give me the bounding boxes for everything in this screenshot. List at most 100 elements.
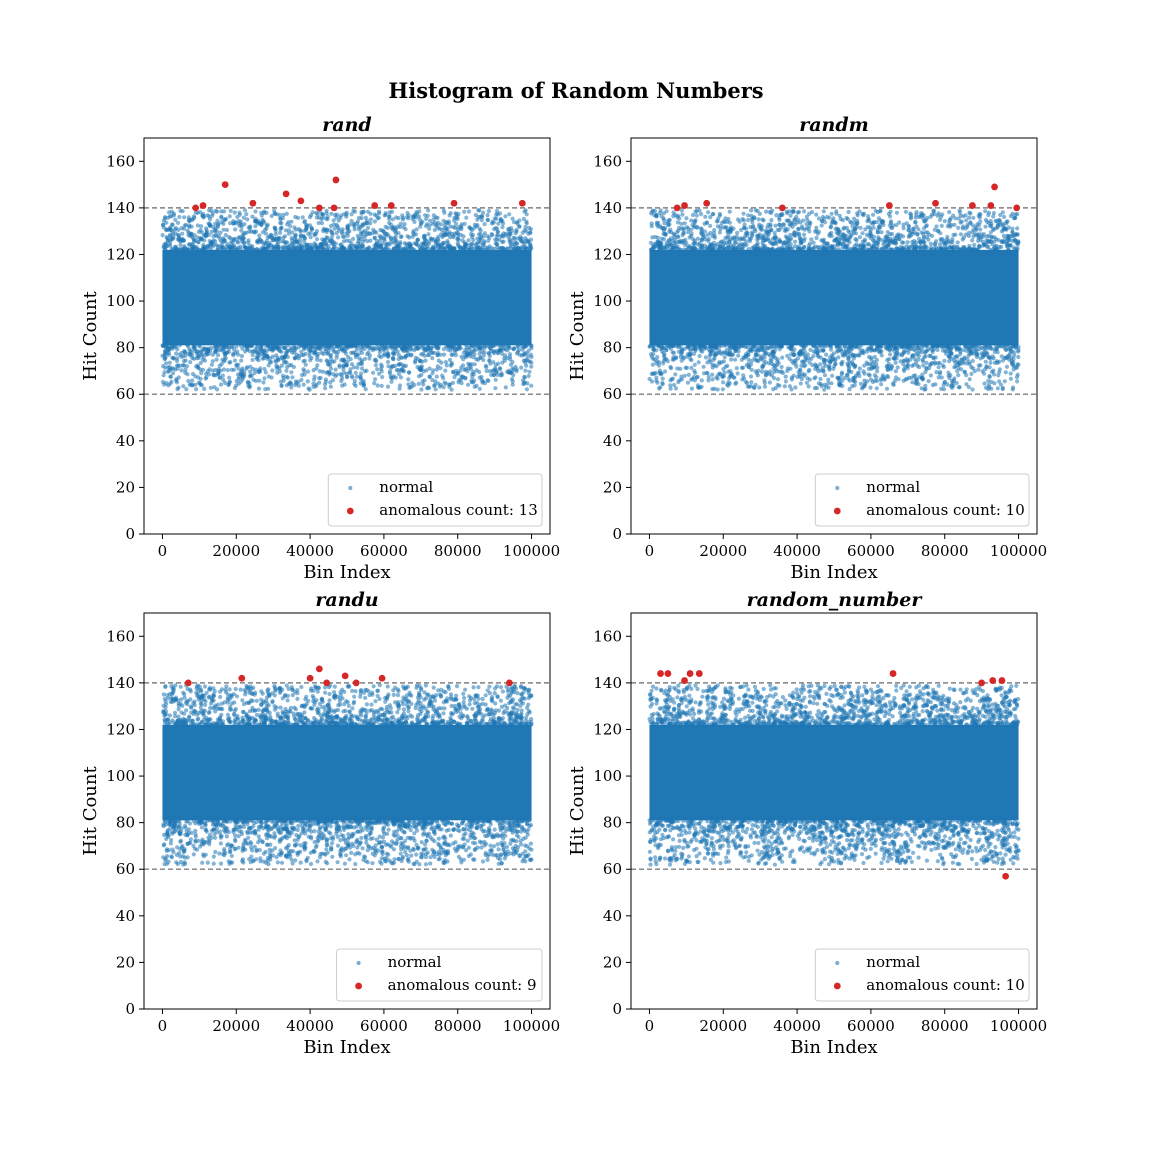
normal-point <box>202 386 207 391</box>
normal-point <box>397 383 403 388</box>
normal-point <box>360 366 365 371</box>
normal-point <box>750 216 755 221</box>
normal-point <box>771 366 776 371</box>
normal-point <box>164 343 169 348</box>
normal-point <box>801 373 806 378</box>
normal-point <box>725 363 730 368</box>
normal-point <box>461 247 466 252</box>
normal-point <box>215 353 221 358</box>
normal-point <box>442 380 447 385</box>
normal-point <box>758 356 764 361</box>
normal-point <box>238 247 243 252</box>
normal-point <box>227 235 232 240</box>
normal-point <box>844 372 850 378</box>
normal-point <box>863 381 868 386</box>
normal-point <box>240 366 245 371</box>
normal-point <box>415 364 420 370</box>
normal-point <box>847 240 852 245</box>
normal-point <box>972 242 977 248</box>
normal-point <box>799 376 804 382</box>
normal-point <box>359 210 364 215</box>
normal-point <box>479 218 484 223</box>
x-axis-label: Bin Index <box>303 562 390 583</box>
normal-point <box>373 377 378 382</box>
normal-point <box>188 382 193 387</box>
normal-point <box>372 229 377 234</box>
normal-point <box>174 377 179 382</box>
normal-point <box>661 217 666 222</box>
normal-point <box>502 356 507 361</box>
normal-point <box>477 351 482 356</box>
normal-point <box>684 216 689 221</box>
normal-point <box>793 239 798 244</box>
normal-point <box>402 364 407 369</box>
normal-point <box>927 363 932 368</box>
normal-point <box>436 345 441 351</box>
normal-point <box>394 226 399 232</box>
normal-point <box>834 211 839 216</box>
normal-point <box>650 362 656 367</box>
normal-point <box>691 237 696 242</box>
normal-point <box>743 354 749 359</box>
normal-point <box>381 344 386 349</box>
normal-point <box>317 369 322 374</box>
normal-point <box>928 247 934 252</box>
normal-point <box>932 227 937 232</box>
normal-point <box>486 247 491 252</box>
normal-point <box>872 373 878 378</box>
normal-point <box>856 370 861 375</box>
normal-point <box>201 247 206 252</box>
normal-point <box>942 358 947 363</box>
normal-point <box>888 209 893 214</box>
normal-point <box>780 247 785 252</box>
normal-point <box>257 233 262 238</box>
normal-point <box>217 236 222 241</box>
normal-point <box>409 384 414 389</box>
normal-point <box>523 208 528 213</box>
normal-point <box>167 233 172 238</box>
normal-point <box>167 360 172 365</box>
normal-point <box>697 353 702 359</box>
normal-point <box>254 247 259 252</box>
normal-point <box>953 216 958 221</box>
normal-point <box>435 350 441 356</box>
normal-point <box>339 242 344 247</box>
normal-point <box>304 242 309 247</box>
normal-point <box>198 350 203 355</box>
normal-point <box>235 239 240 244</box>
normal-point <box>681 356 686 361</box>
normal-point <box>492 216 497 221</box>
normal-point <box>913 373 918 378</box>
normal-point <box>875 365 880 370</box>
normal-point <box>687 235 692 240</box>
normal-point <box>814 228 819 233</box>
normal-point <box>355 221 360 226</box>
normal-point <box>893 360 898 365</box>
normal-point <box>688 356 693 362</box>
normal-point <box>816 216 822 221</box>
normal-point <box>242 369 247 374</box>
normal-point <box>753 208 759 213</box>
normal-point <box>411 232 416 237</box>
normal-point <box>444 232 450 237</box>
normal-point <box>773 235 778 240</box>
normal-point <box>493 241 498 246</box>
normal-point <box>706 210 711 215</box>
normal-point <box>359 216 364 221</box>
normal-point <box>874 386 879 391</box>
normal-point <box>449 387 454 392</box>
normal-point <box>993 236 999 242</box>
normal-point <box>865 347 870 352</box>
normal-point <box>425 353 430 358</box>
normal-point <box>396 246 401 251</box>
normal-point <box>183 370 188 375</box>
normal-point <box>309 226 314 231</box>
normal-point <box>371 370 376 375</box>
normal-point <box>283 228 288 233</box>
normal-point <box>321 239 326 244</box>
normal-point <box>412 219 417 224</box>
normal-point <box>828 360 833 365</box>
normal-point <box>703 214 708 219</box>
normal-point <box>914 210 919 215</box>
normal-point <box>219 214 224 219</box>
